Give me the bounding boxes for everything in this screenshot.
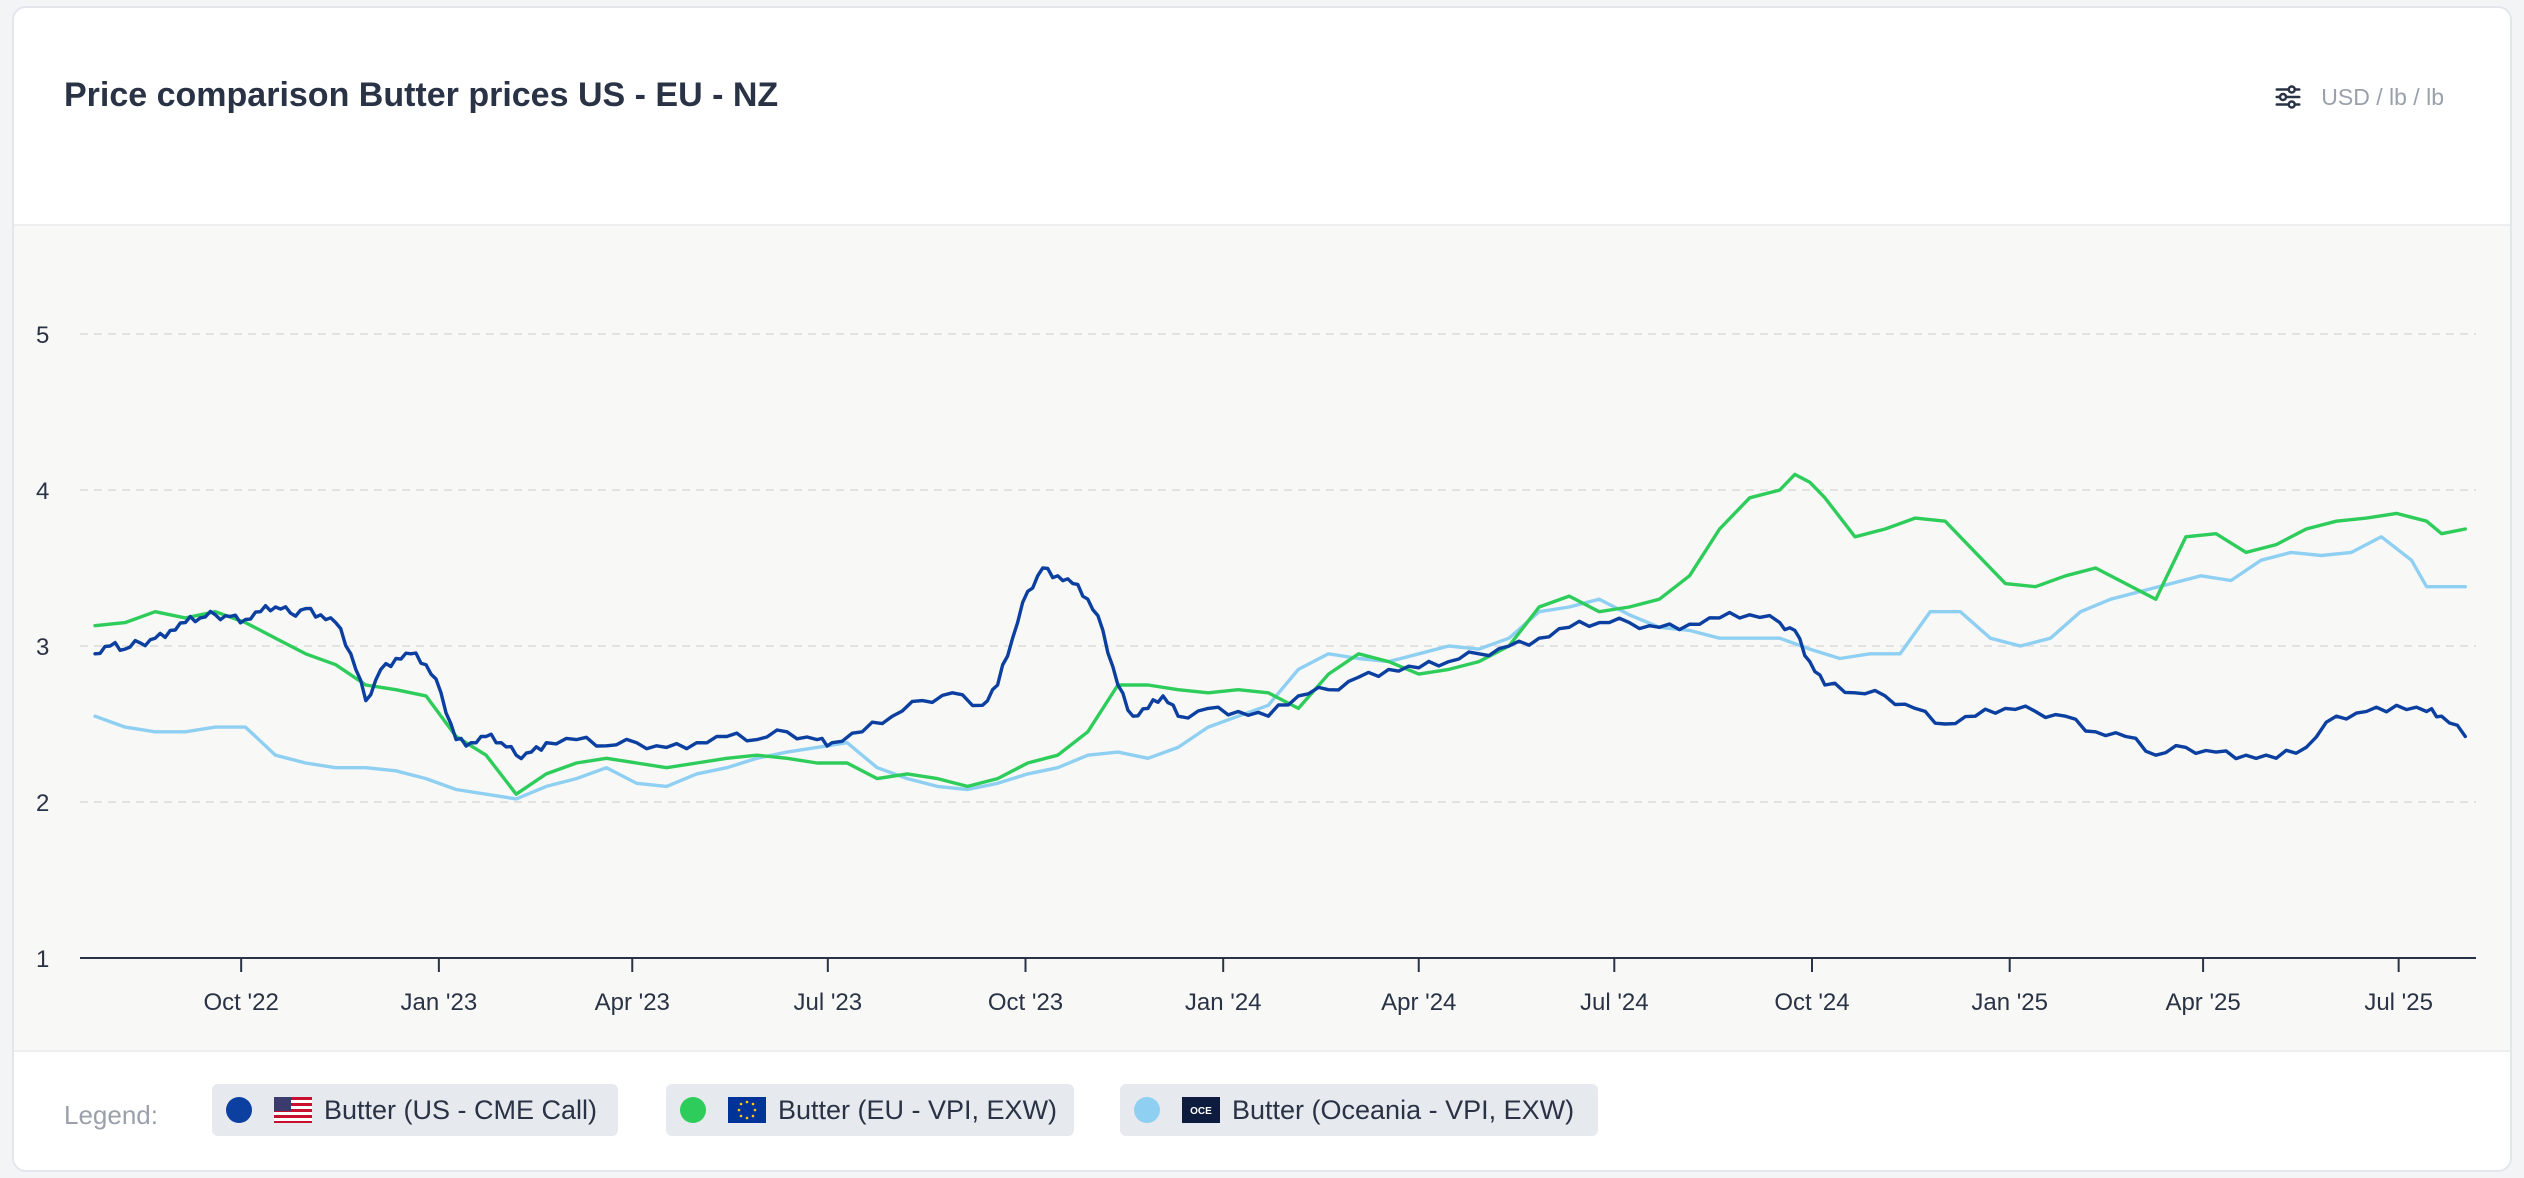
eu-flag-icon xyxy=(728,1097,766,1123)
legend-text-oceania: Butter (Oceania - VPI, EXW) xyxy=(1232,1094,1575,1125)
legend-item-eu[interactable]: Butter (EU - VPI, EXW) xyxy=(666,1084,1074,1136)
y-tick-label: 1 xyxy=(36,946,49,973)
legend-dot-oceania xyxy=(1134,1097,1160,1123)
series-line-eu xyxy=(93,472,2467,796)
series-line-oceania xyxy=(93,535,2467,801)
legend-dot-us xyxy=(226,1097,252,1123)
chart-header: Price comparison Butter prices US - EU -… xyxy=(14,8,2510,226)
chart-card: Price comparison Butter prices US - EU -… xyxy=(12,6,2512,1172)
x-tick-label: Jan '25 xyxy=(1971,989,2048,1016)
x-tick-label: Jan '24 xyxy=(1185,989,1262,1016)
us-flag-icon xyxy=(274,1097,312,1123)
y-tick-label: 4 xyxy=(36,478,49,505)
x-tick-label: Jul '25 xyxy=(2364,989,2433,1016)
y-tick-label: 2 xyxy=(36,790,49,817)
x-tick-label: Jan '23 xyxy=(401,989,478,1016)
x-tick-label: Jul '23 xyxy=(793,989,862,1016)
legend: Legend: Butter (US - CME Call) xyxy=(14,1050,2510,1170)
x-tick-label: Oct '22 xyxy=(204,989,279,1016)
series-line-us xyxy=(93,566,2467,761)
plot-area: 1 2 3 4 5 Oct '22 Jan '23 Apr '23 Jul '23 Oct '23… xyxy=(14,226,2510,1050)
y-tick-label: 5 xyxy=(36,322,49,349)
x-tick-label: Oct '23 xyxy=(988,989,1063,1016)
legend-label: Legend: xyxy=(64,1100,158,1130)
oce-flag-icon: OCE xyxy=(1182,1097,1220,1123)
unit-label: USD / lb / lb xyxy=(2321,83,2444,110)
legend-item-oceania[interactable]: OCE Butter (Oceania - VPI, EXW) xyxy=(1120,1084,1598,1136)
y-tick-label: 3 xyxy=(36,634,49,661)
legend-dot-eu xyxy=(680,1097,706,1123)
chart-title: Price comparison Butter prices US - EU -… xyxy=(64,76,779,114)
legend-text-us: Butter (US - CME Call) xyxy=(324,1094,598,1125)
line-chart: 1 2 3 4 5 Oct '22 Jan '23 Apr '23 Jul '23 Oct '23… xyxy=(36,322,2476,1016)
x-tick-label: Oct '24 xyxy=(1774,989,1849,1016)
x-tick-label: Jul '24 xyxy=(1580,989,1649,1016)
x-tick-label: Apr '25 xyxy=(2165,989,2240,1016)
svg-text:OCE: OCE xyxy=(1190,1106,1212,1117)
sliders-icon[interactable] xyxy=(2273,82,2303,112)
unit-selector[interactable]: USD / lb / lb xyxy=(2273,82,2444,112)
legend-text-eu: Butter (EU - VPI, EXW) xyxy=(778,1094,1058,1125)
legend-item-us[interactable]: Butter (US - CME Call) xyxy=(212,1084,618,1136)
x-tick-label: Apr '24 xyxy=(1381,989,1456,1016)
x-tick-label: Apr '23 xyxy=(595,989,670,1016)
